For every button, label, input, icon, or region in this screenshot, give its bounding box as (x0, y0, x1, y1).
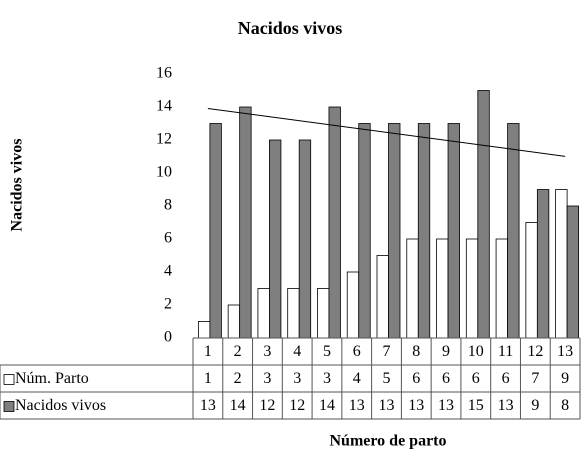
y-tick-label: 0 (164, 329, 172, 346)
y-axis-title: Nacidos vivos (9, 139, 26, 232)
y-tick-label: 4 (164, 263, 172, 280)
x-axis-title: Número de parto (329, 433, 446, 450)
y-tick-label: 16 (156, 65, 172, 82)
x-tick-label: 2 (234, 343, 242, 360)
bar (328, 106, 341, 339)
table-value: 12 (259, 397, 275, 414)
legend-label: Nacidos vivos (15, 397, 106, 414)
table-value: 13 (379, 397, 395, 414)
y-tick-label: 10 (156, 164, 172, 181)
bar (317, 288, 330, 339)
bar (197, 321, 211, 339)
table-value: 2 (234, 370, 242, 387)
x-tick-label: 10 (468, 343, 484, 360)
bar (269, 139, 282, 339)
table-value: 6 (502, 370, 510, 387)
bar (436, 238, 449, 339)
table-value: 7 (531, 370, 539, 387)
bar (555, 189, 568, 339)
table-value: 14 (319, 397, 335, 414)
table-value: 13 (200, 397, 216, 414)
x-tick-label: 11 (498, 343, 513, 360)
bar (346, 271, 360, 339)
x-tick-label: 3 (263, 343, 271, 360)
y-tick-label: 2 (164, 296, 172, 313)
trendline (207, 107, 566, 157)
chart-title: Nacidos vivos (238, 18, 343, 38)
bar (358, 123, 371, 339)
table-value: 1 (204, 370, 212, 387)
bar (376, 255, 389, 339)
bar (227, 304, 241, 339)
x-tick-label: 7 (383, 343, 391, 360)
bar (477, 90, 490, 339)
x-tick-label: 13 (557, 343, 573, 360)
table-value: 15 (468, 397, 484, 414)
table-value: 13 (438, 397, 454, 414)
table-value: 9 (531, 397, 539, 414)
legend-key (3, 401, 15, 412)
table-value: 9 (561, 370, 569, 387)
y-tick-label: 14 (156, 98, 172, 115)
bar (447, 123, 460, 339)
bar (388, 123, 401, 339)
y-tick-label: 8 (164, 197, 172, 214)
bar (507, 123, 520, 339)
bar (257, 288, 270, 339)
bar (465, 238, 479, 339)
x-tick-label: 5 (323, 343, 331, 360)
table-value: 14 (230, 397, 246, 414)
y-tick-label: 6 (164, 230, 172, 247)
bar (209, 123, 222, 339)
y-tick-label: 12 (156, 131, 172, 148)
table-value: 3 (263, 370, 271, 387)
table-value: 8 (561, 397, 569, 414)
x-tick-label: 6 (353, 343, 361, 360)
bar (525, 222, 538, 339)
bar (298, 139, 312, 339)
bar (406, 238, 419, 339)
table-value: 13 (349, 397, 365, 414)
table-value: 3 (323, 370, 331, 387)
table-value: 13 (498, 397, 514, 414)
table-value: 13 (408, 397, 424, 414)
bar (239, 106, 252, 339)
x-tick-label: 4 (293, 343, 301, 360)
table-value: 6 (412, 370, 420, 387)
bar (495, 238, 508, 339)
bar (287, 288, 300, 339)
bar (536, 189, 550, 339)
table-value: 6 (442, 370, 450, 387)
legend-label: Núm. Parto (15, 370, 89, 387)
bar (417, 123, 431, 339)
x-tick-label: 8 (412, 343, 420, 360)
table-value: 3 (293, 370, 301, 387)
legend-key (3, 374, 15, 385)
x-tick-label: 9 (442, 343, 450, 360)
table-value: 12 (289, 397, 305, 414)
table-value: 6 (472, 370, 480, 387)
table-value: 4 (353, 370, 361, 387)
x-tick-label: 12 (527, 343, 543, 360)
bar (566, 205, 580, 339)
x-tick-label: 1 (204, 343, 212, 360)
table-value: 5 (383, 370, 391, 387)
